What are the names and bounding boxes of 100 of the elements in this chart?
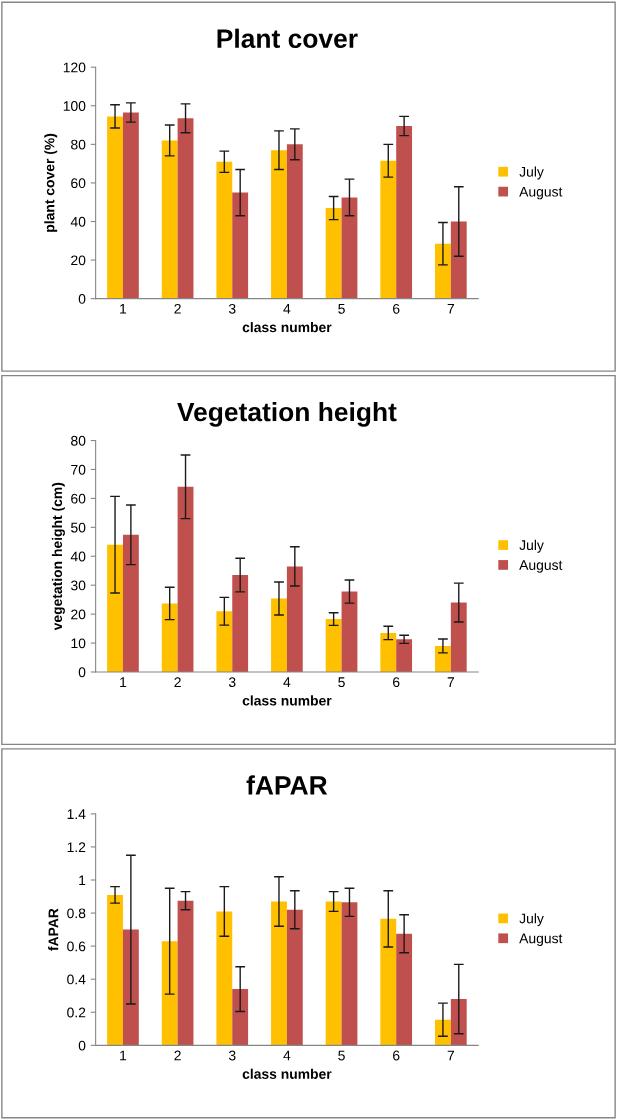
bar [325, 901, 342, 1046]
bar [107, 894, 123, 1046]
bar [380, 632, 397, 672]
x-tick-label: 6 [393, 303, 400, 314]
x-tick-label: 4 [283, 304, 291, 314]
y-axis-title: vegetation height (cm) [51, 482, 65, 631]
x-tick-label: 6 [393, 1050, 400, 1061]
x-tick-label: 5 [338, 677, 345, 688]
y-tick-label: 0 [78, 667, 86, 678]
y-tick-label: 50 [71, 522, 86, 533]
y-tick-label: 10 [71, 638, 86, 649]
x-tick-label: 3 [228, 1050, 236, 1061]
legend-label: August [519, 186, 563, 200]
x-tick-label: 5 [338, 1050, 345, 1061]
bar [435, 645, 451, 672]
bar [380, 918, 397, 1046]
bar [232, 575, 249, 672]
bar [286, 144, 303, 299]
chart-title: Vegetation height [177, 401, 397, 427]
legend-label: July [519, 913, 544, 927]
x-tick-label: 3 [228, 303, 236, 314]
y-tick-label: 30 [71, 580, 86, 591]
bar [286, 566, 303, 672]
bar [107, 116, 123, 299]
bar [450, 602, 467, 672]
bar [271, 150, 287, 299]
y-tick-label: 0.8 [67, 908, 86, 919]
bar [177, 486, 194, 672]
bar [286, 909, 303, 1046]
bar [341, 902, 358, 1046]
bar [161, 140, 178, 299]
x-tick-label: 3 [228, 677, 236, 688]
legend-label: July [519, 539, 544, 553]
y-tick-label: 60 [71, 493, 86, 504]
bar [216, 611, 233, 672]
chart-title: Plant cover [217, 28, 358, 49]
y-axis-title: fAPAR [48, 908, 59, 951]
bar [122, 534, 139, 672]
x-tick-label: 5 [338, 304, 345, 314]
bar [107, 544, 123, 672]
x-tick-label: 7 [447, 677, 455, 687]
x-tick-label: 7 [447, 304, 455, 314]
x-tick-label: 4 [283, 677, 291, 687]
y-tick-label: 80 [71, 139, 86, 150]
y-tick-label: 40 [70, 216, 86, 227]
legend-label: August [519, 933, 563, 947]
y-tick-label: 0.4 [67, 974, 86, 985]
bar [341, 591, 358, 672]
x-tick-label: 2 [174, 677, 181, 687]
bar [396, 126, 413, 299]
bar [216, 911, 233, 1046]
x-tick-label: 2 [174, 1050, 181, 1061]
y-tick-label: 70 [71, 464, 86, 475]
bar [232, 192, 249, 299]
bar [325, 208, 342, 299]
x-axis-title: class number [242, 1068, 332, 1079]
y-tick-label: 0.6 [67, 941, 86, 952]
x-tick-label: 6 [393, 677, 400, 688]
bar [232, 989, 249, 1046]
bar [122, 929, 139, 1046]
y-axis-title: plant cover (%) [44, 133, 58, 232]
bar [450, 221, 467, 299]
y-tick-label: 20 [71, 255, 86, 266]
y-tick-label: 0.2 [67, 1007, 86, 1018]
x-tick-label: 1 [120, 304, 127, 314]
x-tick-label: 4 [283, 1050, 291, 1061]
y-tick-label: 80 [71, 435, 86, 446]
bar [271, 901, 287, 1046]
bar [450, 999, 467, 1046]
y-tick-label: 20 [71, 609, 86, 620]
x-tick-label: 2 [174, 303, 181, 314]
x-axis-title: class number [242, 322, 332, 333]
x-tick-label: 1 [120, 1050, 127, 1061]
bar [271, 598, 287, 672]
x-tick-label: 7 [447, 1050, 455, 1061]
bar [435, 243, 451, 299]
y-tick-label: 0 [78, 294, 86, 304]
bar [396, 639, 413, 672]
x-tick-label: 1 [120, 677, 127, 687]
bar [325, 619, 342, 672]
bar [380, 160, 397, 299]
bar [396, 933, 413, 1046]
legend-label: July [519, 166, 544, 180]
bar [177, 118, 194, 299]
y-tick-label: 40 [70, 551, 86, 562]
y-tick-label: 1 [79, 875, 86, 886]
chart-title: fAPAR [246, 775, 328, 795]
bar [216, 161, 233, 299]
bar [341, 197, 358, 299]
y-tick-label: 120 [63, 62, 86, 73]
bar [161, 603, 178, 672]
y-tick-label: 100 [63, 101, 86, 111]
bar [177, 900, 194, 1046]
y-tick-label: 1.4 [67, 809, 86, 819]
bar [122, 112, 139, 299]
bar [161, 941, 178, 1046]
y-tick-label: 60 [71, 178, 86, 189]
y-tick-label: 1.2 [67, 842, 86, 852]
x-axis-title: class number [242, 695, 332, 706]
y-tick-label: 0 [78, 1040, 86, 1051]
